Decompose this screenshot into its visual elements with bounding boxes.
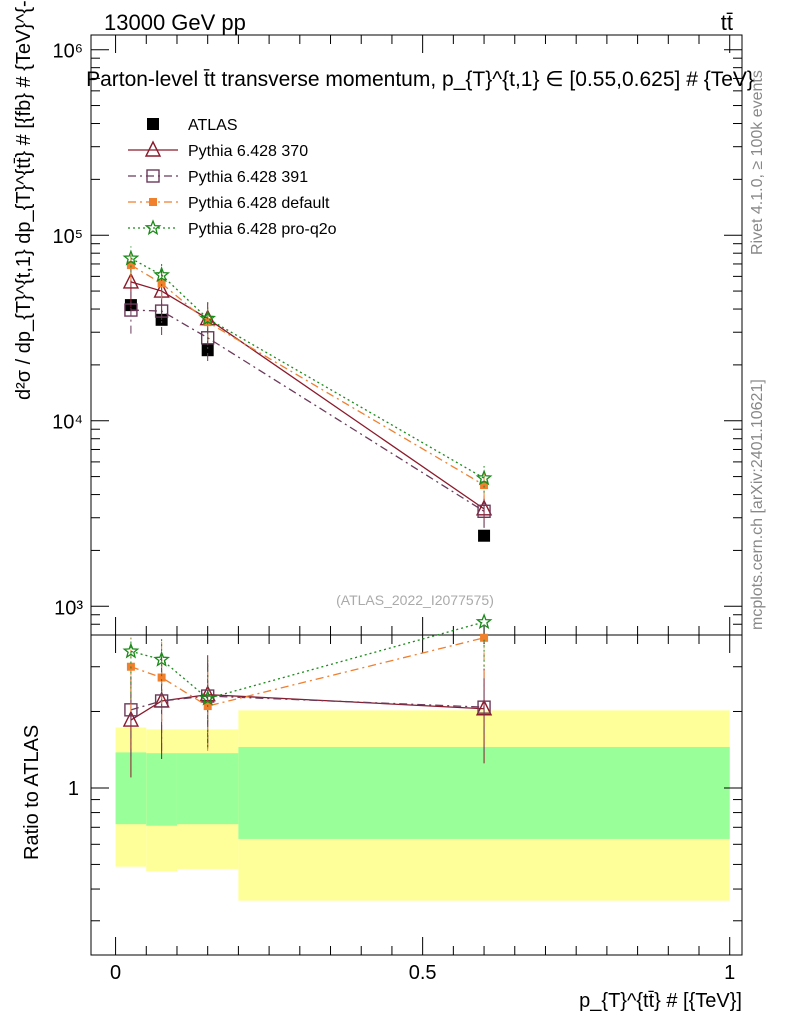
x-axis-title: p_{T}^{tt̄} # [{TeV}] — [579, 990, 742, 1012]
series-line — [130, 309, 485, 512]
ratio-data-point — [157, 673, 166, 682]
data-point — [126, 261, 135, 270]
mcplots-label: mcplots.cern.ch [arXiv:2401.10621] — [749, 379, 766, 630]
data-point — [480, 481, 489, 490]
legend-label: Pythia 6.428 370 — [188, 143, 308, 160]
inner-band-bin-2 — [176, 753, 239, 825]
series-line — [130, 281, 485, 510]
data-point — [153, 266, 170, 283]
y-tick-label: 10⁴ — [52, 412, 83, 434]
legend-marker — [149, 198, 157, 206]
y-tick-label: 10⁶ — [53, 41, 83, 63]
data-point — [124, 303, 138, 317]
data-point — [157, 279, 166, 288]
series-line — [130, 264, 485, 486]
legend-marker — [144, 140, 162, 157]
rivet-version-label: Rivet 4.1.0, ≥ 100k events — [749, 70, 766, 255]
data-point — [201, 344, 214, 357]
legend-marker — [146, 169, 160, 183]
inner-band-bin-1 — [146, 753, 177, 826]
chart-title: Parton-level t̄t transverse momentum, p_… — [86, 68, 754, 91]
series-pythia-6-428-391 — [124, 291, 491, 528]
data-point — [122, 249, 140, 266]
ratio-series-layer — [122, 613, 493, 778]
analysis-watermark: (ATLAS_2022_I2077575) — [336, 592, 494, 608]
data-point — [475, 469, 493, 486]
ratio-panel-frame — [90, 634, 743, 956]
data-point — [478, 529, 491, 542]
data-point — [154, 304, 169, 318]
x-tick-label: 1 — [724, 962, 735, 984]
ratio-data-point — [475, 613, 493, 630]
ratio-data-point — [199, 689, 217, 706]
legend-label: Pythia 6.428 391 — [188, 169, 308, 186]
series-pythia-6-428-default — [126, 252, 489, 499]
series-atlas — [124, 299, 491, 542]
ratio-y-tick-label: 1 — [68, 778, 79, 800]
data-point — [122, 272, 140, 289]
data-point — [200, 331, 215, 345]
series-pythia-6-428-pro-q2o — [122, 246, 493, 493]
legend: ATLAS Pythia 6.428 370 Pythia 6.428 391 Pyt… — [128, 117, 337, 238]
process-label: tt̄ — [721, 10, 733, 35]
legend-label: Pythia 6.428 default — [188, 195, 330, 212]
ratio-data-point — [153, 650, 171, 667]
x-tick-label: 0.5 — [409, 962, 437, 984]
axis-ticks: 10³ 10⁴ 10⁵ 10⁶ 1 0 0.5 1 — [52, 35, 742, 984]
series-line — [130, 257, 485, 479]
ratio-data-point — [480, 633, 489, 642]
ratio-series-line — [130, 695, 485, 711]
energy-label: 13000 GeV pp — [104, 10, 246, 35]
x-tick-label: 0 — [110, 962, 121, 984]
ratio-data-point — [477, 700, 491, 714]
ratio-series-line — [130, 621, 485, 700]
legend-marker — [147, 118, 159, 130]
ratio-y-axis-title: Ratio to ATLAS — [21, 725, 43, 860]
ratio-series-pythia-6-428-pro-q2o — [122, 613, 493, 747]
ratio-data-point — [122, 642, 140, 659]
y-axis-title: d²σ / dp_{T}^{t,1} dp_{T}^{tt̄} # [{fb} … — [13, 0, 35, 400]
ratio-series-line — [130, 637, 485, 707]
data-point — [199, 309, 216, 326]
legend-marker — [144, 219, 162, 236]
y-tick-label: 10⁵ — [52, 226, 83, 248]
legend-label: Pythia 6.428 pro-q2o — [188, 221, 337, 238]
main-series-layer — [122, 246, 493, 542]
data-point — [477, 504, 491, 518]
series-pythia-6-428-370 — [122, 262, 493, 528]
legend-label: ATLAS — [188, 117, 238, 134]
y-tick-label: 10³ — [54, 597, 83, 619]
